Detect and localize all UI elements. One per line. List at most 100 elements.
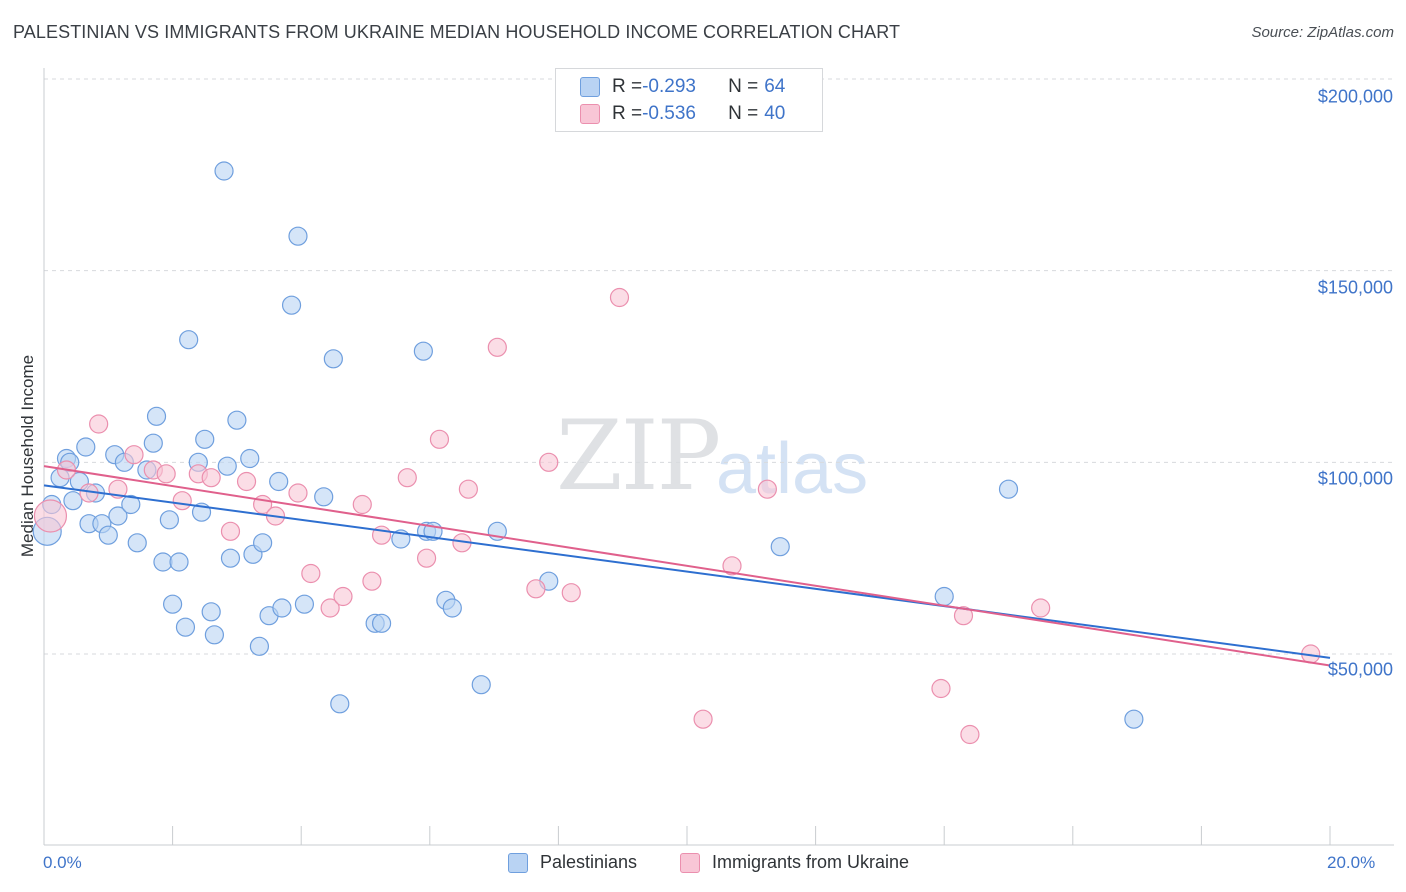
point-palestinian (195, 429, 215, 449)
point-palestinian (204, 625, 224, 645)
point-palestinian (201, 602, 221, 622)
point-palestinian (179, 330, 199, 350)
point-palestinian (169, 552, 189, 572)
point-palestinian (240, 448, 260, 469)
point-palestinian (249, 636, 270, 656)
point-ukraine (362, 571, 382, 591)
point-ukraine (301, 563, 321, 584)
legend-n-value: 40 (764, 103, 786, 124)
point-ukraine (124, 445, 144, 465)
point-palestinian (269, 471, 289, 492)
point-palestinian (413, 341, 433, 361)
point-ukraine (722, 556, 742, 576)
point-ukraine (953, 606, 974, 626)
point-ukraine (397, 468, 417, 488)
point-palestinian (127, 533, 147, 553)
y-tick-label-150000: $150,000 (1317, 277, 1393, 298)
point-palestinian (163, 594, 183, 614)
point-palestinian (471, 675, 491, 695)
point-ukraine (288, 483, 308, 503)
point-palestinian (63, 491, 83, 511)
point-palestinian (159, 510, 179, 530)
point-ukraine (561, 583, 581, 603)
point-ukraine (236, 471, 257, 492)
point-palestinian (217, 456, 237, 476)
point-palestinian (227, 410, 247, 430)
point-palestinian (314, 487, 334, 507)
point-palestinian (323, 349, 343, 369)
legend-row-palestinians: R = -0.293 N = 64 (580, 75, 785, 99)
point-ukraine (429, 429, 450, 449)
point-ukraine (172, 491, 192, 511)
point-ukraine (220, 521, 241, 541)
point-palestinian (143, 433, 163, 453)
point-ukraine (458, 479, 478, 499)
point-ukraine (1031, 598, 1051, 618)
point-ukraine (201, 468, 221, 488)
point-palestinian (770, 537, 790, 557)
legend-item-palestinians[interactable]: Palestinians (508, 852, 637, 873)
legend-r-value: -0.293 (642, 76, 696, 97)
legend-label-palestinians: Palestinians (540, 852, 638, 872)
point-palestinian (281, 295, 302, 315)
point-palestinian (121, 494, 141, 515)
point-ukraine (931, 678, 951, 699)
point-palestinian (1124, 709, 1144, 729)
point-palestinian (998, 479, 1019, 499)
watermark-atlas: atlas (716, 429, 869, 509)
point-palestinian (330, 694, 350, 714)
x-tick-label-min: 0.0% (43, 853, 82, 872)
point-palestinian (253, 533, 273, 553)
point-ukraine (693, 709, 713, 729)
point-ukraine (757, 479, 777, 499)
point-palestinian (934, 586, 954, 607)
watermark-zip: ZIP (556, 400, 721, 512)
point-ukraine (320, 598, 340, 618)
point-palestinian (108, 506, 128, 526)
point-palestinian (294, 594, 315, 614)
legend-row-ukraine: R = -0.536 N = 40 (580, 102, 785, 126)
legend-n-label: N = (728, 76, 759, 97)
y-tick-label-200000: $200,000 (1317, 86, 1393, 107)
chart-title: PALESTINIAN VS IMMIGRANTS FROM UKRAINE M… (13, 22, 901, 42)
legend-swatch-pink (580, 104, 600, 124)
point-ukraine (156, 464, 176, 484)
point-ukraine (526, 579, 546, 599)
point-ukraine (333, 586, 353, 607)
point-ukraine (352, 494, 372, 515)
point-palestinian (272, 598, 292, 618)
source-label: Source: ZipAtlas.com (1251, 24, 1394, 41)
point-ukraine (89, 414, 109, 434)
legend-swatch-blue (580, 77, 600, 97)
legend-n-label: N = (728, 103, 759, 124)
correlation-legend: R = -0.293 N = 64 R = -0.536 N = 40 (555, 68, 823, 132)
point-ukraine (487, 337, 507, 357)
point-palestinian (98, 525, 118, 545)
point-palestinian (175, 617, 196, 637)
x-tick-label-max: 20.0% (1327, 853, 1376, 872)
point-ukraine (539, 452, 559, 472)
legend-swatch-pink (680, 852, 700, 873)
point-palestinian (146, 406, 167, 426)
point-palestinian (153, 552, 173, 572)
point-palestinian (220, 548, 241, 568)
point-ukraine (960, 724, 980, 745)
y-tick-label-100000: $100,000 (1317, 468, 1393, 489)
point-palestinian (442, 598, 462, 618)
series-legend: Palestinians Immigrants from Ukraine (0, 852, 1406, 878)
trend-line-ukraine (43, 465, 1331, 667)
point-palestinian (76, 437, 96, 457)
y-tick-label-50000: $50,000 (1327, 659, 1393, 680)
point-ukraine (609, 287, 630, 308)
legend-swatch-blue (508, 852, 528, 873)
legend-item-ukraine[interactable]: Immigrants from Ukraine (680, 852, 909, 873)
point-palestinian (214, 161, 234, 181)
point-ukraine (416, 548, 437, 568)
point-palestinian (371, 613, 392, 633)
legend-r-value: -0.536 (642, 103, 696, 124)
legend-r-label: R = (612, 76, 643, 97)
trend-line-palestinian (43, 484, 1331, 659)
legend-n-value: 64 (764, 76, 786, 97)
point-palestinian (288, 226, 308, 246)
